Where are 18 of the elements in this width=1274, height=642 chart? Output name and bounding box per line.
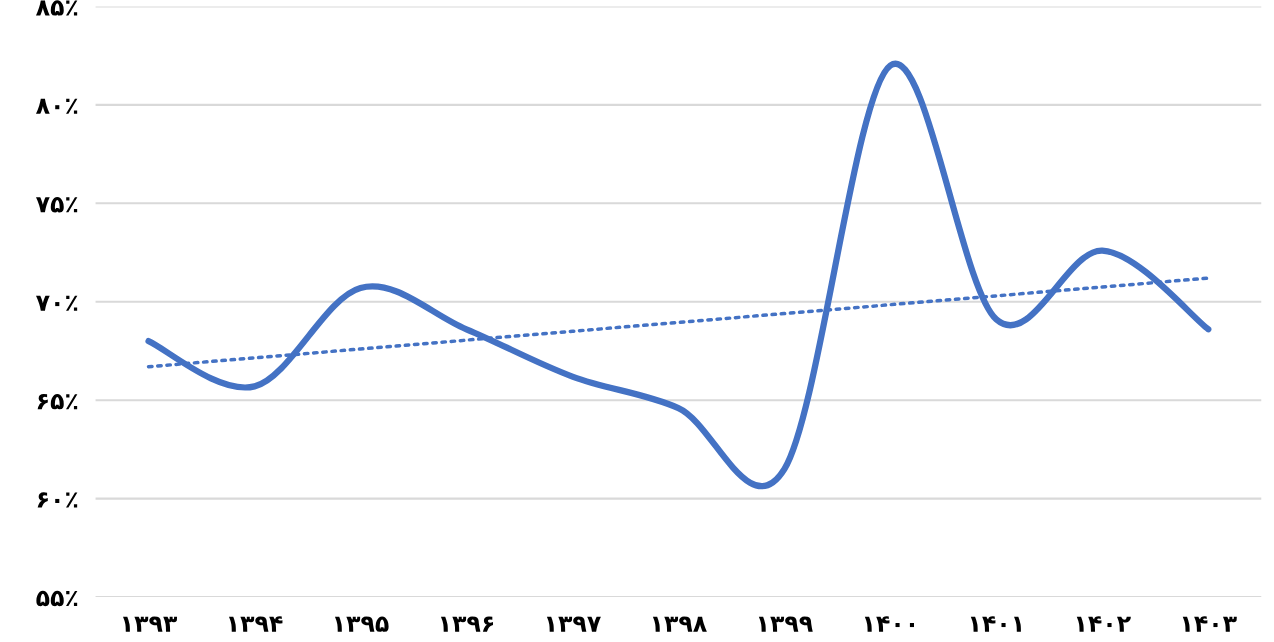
y-tick-label: ۸۵٪ <box>36 0 78 16</box>
x-tick-label: ۱۴۰۳ <box>1182 616 1237 632</box>
x-tick-label: ۱۳۹۴ <box>228 616 283 632</box>
x-tick-label: ۱۳۹۷ <box>546 616 601 632</box>
y-tick-label: ۶۵٪ <box>37 393 78 410</box>
x-tick-label: ۱۴۰۱ <box>970 616 1021 632</box>
y-tick-label: ۶۰٪ <box>37 492 78 508</box>
y-tick-label: ۵۵٪ <box>36 590 78 607</box>
y-tick-label: ۷۰٪ <box>36 295 78 311</box>
x-tick-label: ۱۳۹۵ <box>334 616 389 632</box>
x-tick-label: ۱۴۰۰ <box>864 616 915 632</box>
x-tick-label: ۱۳۹۸ <box>652 616 707 632</box>
y-tick-label: ۷۵٪ <box>36 197 78 213</box>
y-tick-label: ۸۰٪ <box>36 98 78 114</box>
x-tick-label: ۱۳۹۶ <box>440 616 494 632</box>
x-tick-label: ۱۳۹۹ <box>758 616 813 632</box>
x-tick-label: ۱۴۰۲ <box>1076 616 1131 632</box>
x-tick-label: ۱۳۹۳ <box>123 616 178 632</box>
